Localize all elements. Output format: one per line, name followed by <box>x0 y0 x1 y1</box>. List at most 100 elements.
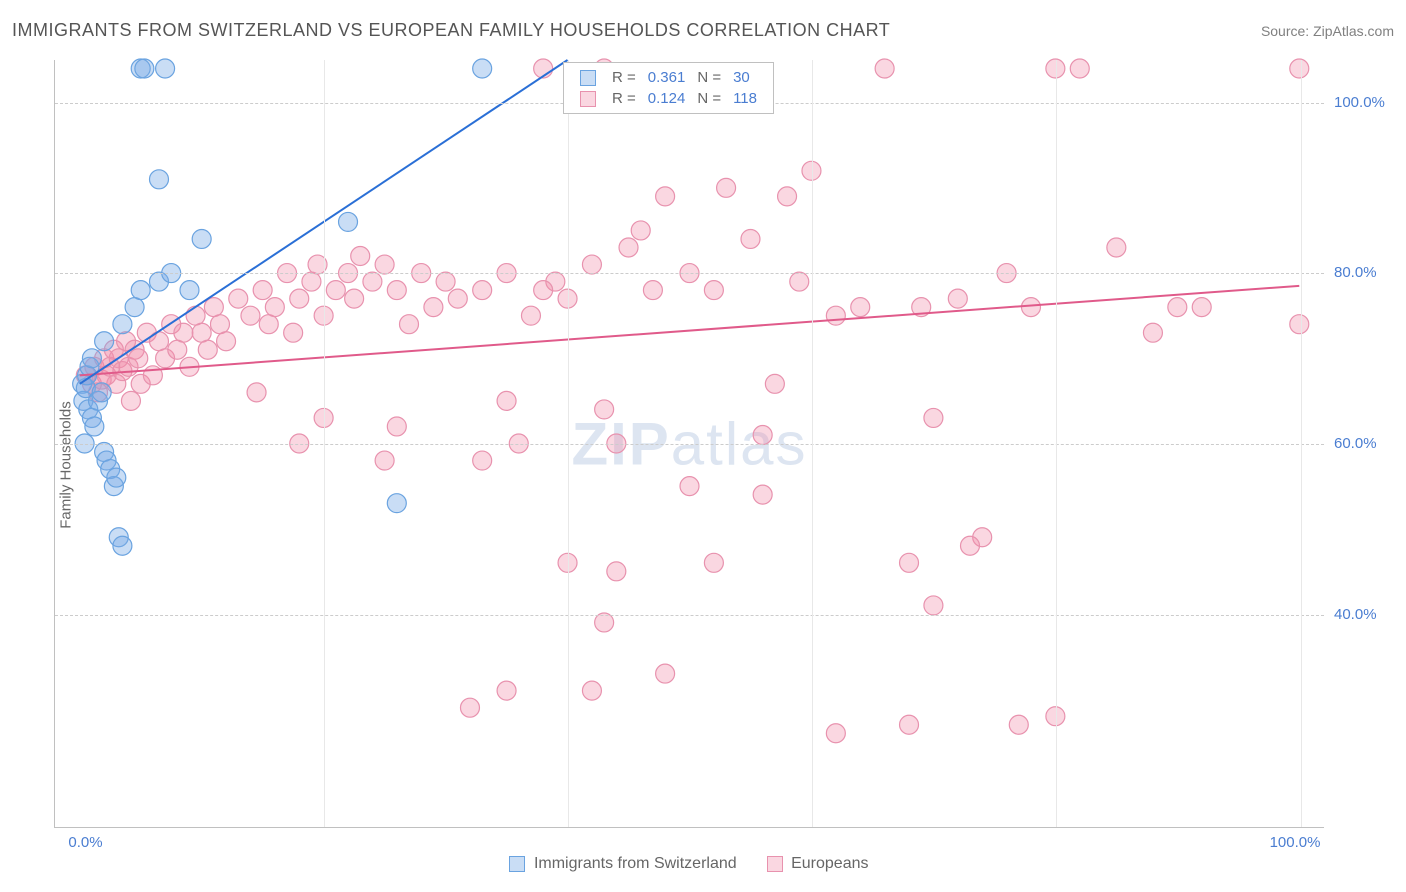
data-point <box>924 408 943 427</box>
y-tick-label: 60.0% <box>1334 435 1377 452</box>
data-point <box>460 698 479 717</box>
data-point <box>229 289 248 308</box>
data-point <box>1009 715 1028 734</box>
data-point <box>113 536 132 555</box>
gridline-x <box>1301 60 1302 827</box>
data-point <box>900 715 919 734</box>
data-point <box>387 417 406 436</box>
data-point <box>351 247 370 266</box>
data-point <box>339 212 358 231</box>
data-point <box>619 238 638 257</box>
data-point <box>1107 238 1126 257</box>
r-value: 0.361 <box>642 67 692 88</box>
r-label: R = <box>606 88 642 109</box>
data-point <box>704 553 723 572</box>
data-point <box>107 468 126 487</box>
x-max-label: 100.0% <box>1270 834 1321 851</box>
source-label: Source: ZipAtlas.com <box>1261 23 1394 39</box>
data-point <box>875 59 894 78</box>
data-point <box>680 477 699 496</box>
data-point <box>82 349 101 368</box>
data-point <box>217 332 236 351</box>
data-point <box>135 59 154 78</box>
data-point <box>924 596 943 615</box>
data-point <box>113 315 132 334</box>
legend-item: Immigrants from Switzerland <box>509 855 736 873</box>
data-point <box>790 272 809 291</box>
source-prefix: Source: <box>1261 23 1313 39</box>
data-point <box>582 681 601 700</box>
data-point <box>192 229 211 248</box>
y-tick-label: 100.0% <box>1334 94 1385 111</box>
data-point <box>129 349 148 368</box>
data-point <box>180 281 199 300</box>
data-point <box>753 425 772 444</box>
data-point <box>656 187 675 206</box>
data-point <box>284 323 303 342</box>
data-point <box>375 255 394 274</box>
r-label: R = <box>606 67 642 88</box>
data-point <box>643 281 662 300</box>
data-point <box>704 281 723 300</box>
data-point <box>95 332 114 351</box>
gridline-x <box>812 60 813 827</box>
data-point <box>302 272 321 291</box>
gridline-x <box>568 60 569 827</box>
data-point <box>948 289 967 308</box>
data-point <box>582 255 601 274</box>
data-point <box>607 562 626 581</box>
data-point <box>1290 59 1309 78</box>
data-point <box>595 613 614 632</box>
n-label: N = <box>691 88 727 109</box>
data-point <box>436 272 455 291</box>
series-legend: Immigrants from Switzerland Europeans <box>54 855 1324 873</box>
legend-item: Europeans <box>767 855 869 873</box>
data-point <box>125 298 144 317</box>
data-point <box>387 494 406 513</box>
chart-title: IMMIGRANTS FROM SWITZERLAND VS EUROPEAN … <box>12 20 890 41</box>
data-point <box>186 306 205 325</box>
n-label: N = <box>691 67 727 88</box>
data-point <box>375 451 394 470</box>
legend-label: Immigrants from Switzerland <box>534 855 737 872</box>
data-point <box>400 315 419 334</box>
gridline-x <box>1056 60 1057 827</box>
data-point <box>198 340 217 359</box>
legend-swatch-icon <box>580 91 596 107</box>
chart-container: Family Households ZIPatlas R =0.361N =30… <box>12 55 1392 875</box>
data-point <box>497 681 516 700</box>
data-point <box>826 306 845 325</box>
data-point <box>448 289 467 308</box>
data-point <box>121 391 140 410</box>
correlation-legend: R =0.361N =30R =0.124N =118 <box>563 62 774 114</box>
data-point <box>473 451 492 470</box>
chart-header: IMMIGRANTS FROM SWITZERLAND VS EUROPEAN … <box>12 20 1394 41</box>
data-point <box>85 417 104 436</box>
data-point <box>204 298 223 317</box>
correlation-table: R =0.361N =30R =0.124N =118 <box>574 67 763 109</box>
data-point <box>387 281 406 300</box>
data-point <box>174 323 193 342</box>
data-point <box>210 315 229 334</box>
legend-row: R =0.124N =118 <box>574 88 763 109</box>
gridline-y <box>55 273 1324 274</box>
data-point <box>156 59 175 78</box>
data-point <box>131 281 150 300</box>
data-point <box>259 315 278 334</box>
legend-swatch-icon <box>580 70 596 86</box>
y-tick-label: 40.0% <box>1334 606 1377 623</box>
data-point <box>168 340 187 359</box>
data-point <box>765 374 784 393</box>
data-point <box>326 281 345 300</box>
n-value: 30 <box>727 67 763 88</box>
data-point <box>521 306 540 325</box>
n-value: 118 <box>727 88 763 109</box>
data-point <box>497 391 516 410</box>
x-min-label: 0.0% <box>68 834 102 851</box>
data-point <box>534 281 553 300</box>
data-point <box>247 383 266 402</box>
data-point <box>656 664 675 683</box>
data-point <box>1290 315 1309 334</box>
data-point <box>961 536 980 555</box>
data-point <box>1192 298 1211 317</box>
